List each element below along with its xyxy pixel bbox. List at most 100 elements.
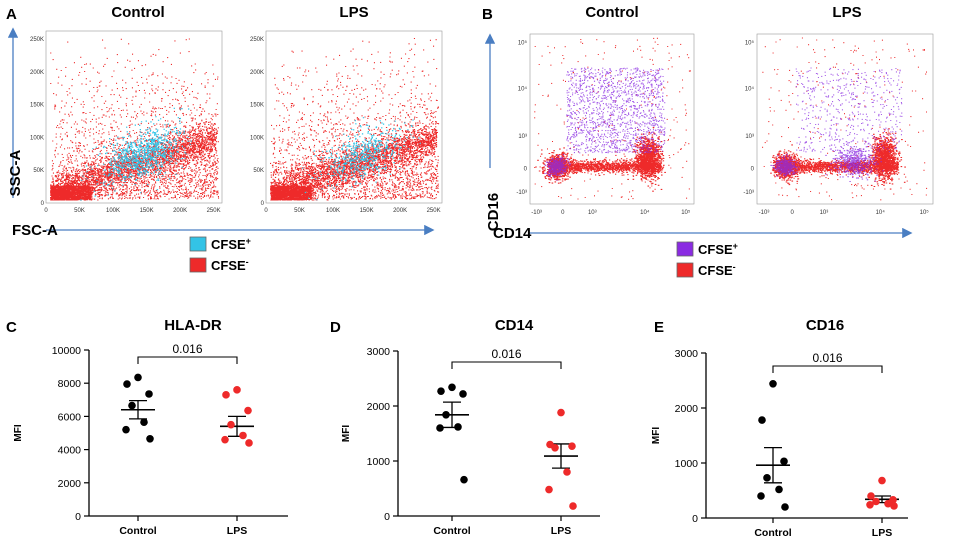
x-tick-label: 250K bbox=[207, 208, 221, 214]
y-tick-label: 10⁴ bbox=[745, 85, 755, 92]
panel-b-legend-label-pos: CFSE+ bbox=[698, 241, 738, 257]
y-tick-label: 2000 bbox=[675, 403, 699, 415]
panel-b-control-frame bbox=[529, 33, 695, 205]
y-tick-label: 100K bbox=[30, 136, 44, 142]
panel-b-legend: CFSE+ CFSE- bbox=[676, 241, 738, 278]
y-tick-label: 150K bbox=[250, 103, 264, 109]
y-tick-label: 0 bbox=[524, 166, 528, 172]
x-tick-label: LPS bbox=[872, 527, 892, 539]
y-tick-label: 0 bbox=[261, 201, 265, 207]
panel-e-plot: 0 1000 2000 3000 MFI Control LPS 0.016 bbox=[651, 348, 908, 539]
data-point bbox=[459, 390, 467, 398]
data-point bbox=[140, 418, 148, 427]
x-tick-label: 200K bbox=[173, 208, 187, 214]
p-value: 0.016 bbox=[491, 347, 521, 361]
p-value: 0.016 bbox=[172, 342, 202, 356]
y-tick-label: 50K bbox=[33, 168, 44, 174]
x-tick-label: Control bbox=[754, 527, 791, 539]
y-tick-label: 0 bbox=[751, 166, 755, 172]
panel-a-xlabel: FSC-A bbox=[12, 222, 58, 239]
significance-bracket bbox=[451, 361, 562, 369]
y-tick-label: 10000 bbox=[52, 345, 81, 357]
y-tick-label: 150K bbox=[30, 103, 44, 109]
data-point bbox=[454, 423, 462, 431]
x-tick-label: Control bbox=[433, 525, 470, 537]
data-point bbox=[551, 444, 559, 452]
significance-bracket bbox=[772, 365, 883, 373]
data-point bbox=[436, 424, 444, 432]
data-point bbox=[145, 390, 153, 398]
x-tick-label: 150K bbox=[140, 208, 154, 214]
y-tick-label: 2000 bbox=[58, 478, 82, 490]
y-tick-label: 100K bbox=[250, 136, 264, 142]
panel-a-legend-label-neg: CFSE- bbox=[211, 257, 249, 273]
x-tick-label: 0 bbox=[791, 210, 795, 216]
panel-a-lps-frame bbox=[265, 30, 443, 204]
x-tick-label: 150K bbox=[360, 208, 374, 214]
x-tick-label: 50K bbox=[294, 208, 305, 214]
data-point bbox=[442, 411, 450, 419]
panel-b-lps-events bbox=[762, 37, 928, 201]
y-tick-label: 0 bbox=[384, 511, 390, 523]
x-tick-label: -10³ bbox=[759, 210, 770, 216]
y-tick-label: 1000 bbox=[675, 458, 699, 470]
panel-a-lps-events bbox=[270, 37, 440, 201]
y-tick-label: 4000 bbox=[58, 445, 82, 457]
panel-a-subtitle-control: Control bbox=[111, 4, 164, 21]
data-point bbox=[867, 492, 875, 500]
cfse-pos-events bbox=[302, 117, 421, 201]
data-point bbox=[123, 380, 131, 388]
data-point bbox=[245, 439, 253, 447]
panel-a-legend-swatch-neg bbox=[189, 257, 207, 273]
data-point bbox=[128, 401, 136, 410]
panel-b-ylabel: CD16 bbox=[485, 193, 502, 231]
panel-c-title: HLA-DR bbox=[164, 317, 222, 334]
x-tick-label: LPS bbox=[551, 525, 571, 537]
y-tick-label: 0 bbox=[75, 511, 81, 523]
y-tick-label: 0 bbox=[692, 513, 698, 525]
data-point bbox=[227, 420, 235, 429]
panel-b-lps-ticks: -10³ 0 10³ 10⁴ 10⁵ 10⁵ 10⁴ 10³ 0 -10³ bbox=[743, 40, 929, 217]
data-point bbox=[557, 408, 565, 417]
data-point bbox=[780, 457, 788, 466]
panel-b-plot-lps: -10³ 0 10³ 10⁴ 10⁵ 10⁵ 10⁴ 10³ 0 -10³ bbox=[743, 33, 934, 217]
y-tick-label: 3000 bbox=[675, 348, 699, 360]
panel-a-legend-label-pos: CFSE+ bbox=[211, 236, 251, 252]
cfse-neg-events bbox=[50, 38, 220, 201]
panel-a-control-frame bbox=[45, 30, 223, 204]
panel-b-xlabel: CD14 bbox=[493, 225, 532, 242]
panel-letter-e: E bbox=[654, 319, 664, 336]
panel-c-plot: 0 2000 4000 6000 8000 10000 MFI Control LPS 0.016 bbox=[13, 342, 288, 537]
data-point bbox=[222, 391, 230, 399]
panel-b-plot-control: -10³ 0 10³ 10⁴ 10⁵ 10⁵ 10⁴ 10³ 0 -10³ bbox=[516, 33, 695, 216]
y-tick-label: 10⁵ bbox=[745, 40, 755, 47]
cfse-neg-events bbox=[270, 37, 440, 201]
panel-b-legend-swatch-pos bbox=[676, 241, 694, 257]
data-point bbox=[763, 474, 771, 482]
panel-e-title: CD16 bbox=[806, 317, 844, 334]
x-tick-label: 10⁴ bbox=[640, 209, 650, 216]
panel-b-subtitle-control: Control bbox=[585, 4, 638, 21]
y-tick-label: 0 bbox=[41, 201, 45, 207]
data-point bbox=[569, 502, 577, 510]
data-point bbox=[884, 499, 892, 508]
data-point bbox=[239, 431, 247, 440]
y-axis-label: MFI bbox=[651, 427, 662, 444]
y-tick-label: -10³ bbox=[516, 190, 527, 196]
data-point bbox=[122, 425, 130, 434]
x-tick-label: 250K bbox=[427, 208, 441, 214]
y-tick-label: 250K bbox=[250, 37, 264, 43]
panel-letter-c: C bbox=[6, 319, 17, 336]
panel-d-title: CD14 bbox=[495, 317, 534, 334]
x-tick-label: 10⁵ bbox=[920, 209, 930, 216]
x-tick-label: 10³ bbox=[588, 210, 597, 216]
y-tick-label: 10³ bbox=[745, 134, 754, 140]
data-point bbox=[221, 435, 229, 444]
y-axis-label: MFI bbox=[341, 425, 352, 442]
panel-letter-a: A bbox=[6, 6, 17, 23]
y-axis-label: MFI bbox=[13, 424, 24, 441]
panel-a-lps-ticks: 0 50K 100K 150K 200K 250K 0 50K 100K 150K 200K 250K bbox=[250, 37, 441, 214]
x-tick-label: 0 bbox=[44, 208, 48, 214]
panel-a-control-events bbox=[50, 38, 220, 201]
data-point bbox=[146, 435, 154, 443]
